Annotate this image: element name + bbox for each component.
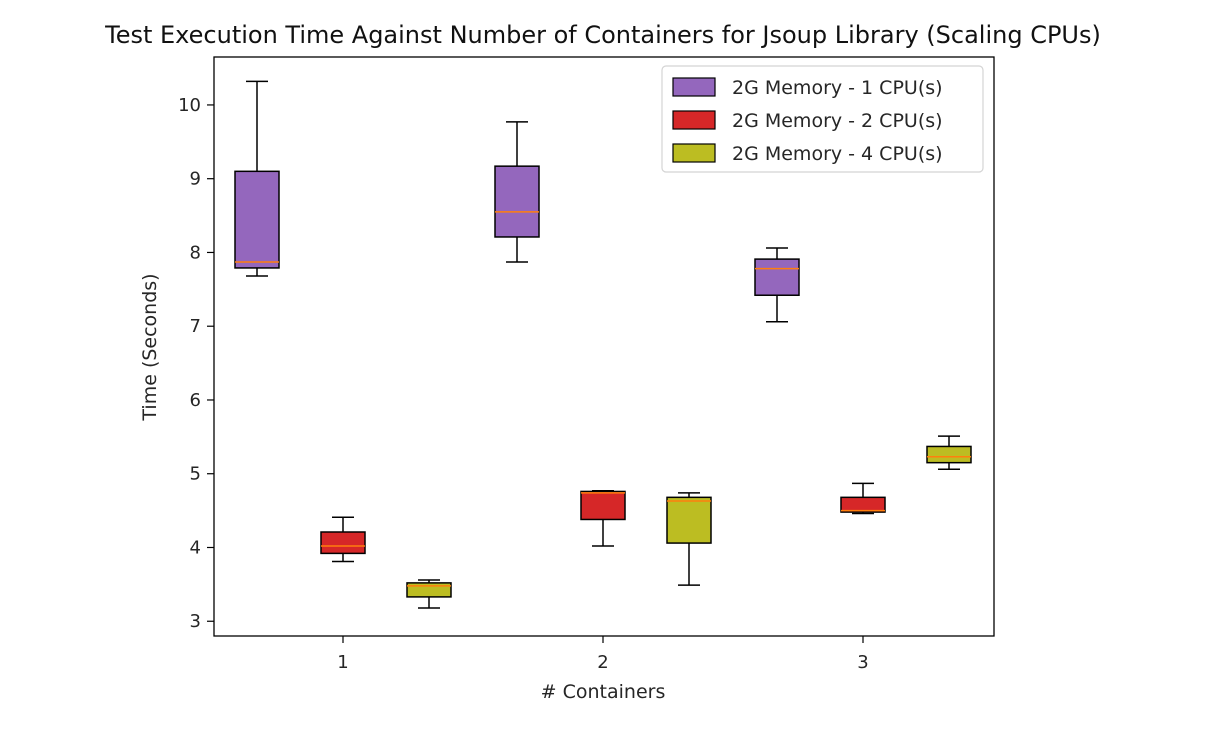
box-3-container-3 (926, 435, 972, 471)
box-1-container-2 (494, 121, 540, 263)
y-tick-label: 5 (190, 464, 201, 485)
legend-entry-label: 2G Memory - 1 CPU(s) (732, 77, 943, 99)
chart-title: Test Execution Time Against Number of Co… (104, 21, 1101, 49)
y-axis-label: Time (Seconds) (139, 273, 161, 421)
y-tick-label: 9 (190, 169, 201, 190)
box-3-container-2 (666, 492, 712, 586)
x-tick-label: 2 (597, 652, 608, 673)
box-3-container-1 (406, 579, 452, 609)
y-tick-label: 7 (190, 316, 201, 337)
box-1-container-3 (754, 247, 800, 323)
box-body (494, 165, 540, 238)
y-tick-label: 6 (190, 390, 201, 411)
box-2-container-3 (840, 482, 886, 515)
x-tick-label: 3 (857, 652, 868, 673)
box-body (840, 496, 886, 513)
y-tick-label: 10 (178, 95, 201, 116)
legend-swatch (672, 77, 716, 97)
box-body (580, 490, 626, 521)
x-tick-label: 1 (337, 652, 348, 673)
box-body (666, 496, 712, 544)
box-body (754, 258, 800, 296)
box-body (320, 531, 366, 555)
legend-box (661, 65, 984, 173)
y-tick-label: 3 (190, 611, 201, 632)
legend-swatch (672, 143, 716, 163)
box-body (406, 582, 452, 598)
y-tick-label: 8 (190, 242, 201, 263)
legend: 2G Memory - 1 CPU(s) 2G Memory - 2 CPU(s)… (661, 65, 984, 173)
legend-entry-label: 2G Memory - 2 CPU(s) (732, 110, 943, 132)
plot-area: 3 4 5 6 7 8 9 10 1 2 3 (178, 56, 995, 673)
box-1-container-1 (234, 80, 280, 277)
box-body (926, 445, 972, 464)
box-body (234, 170, 280, 269)
box-2-container-1 (320, 516, 366, 563)
box-2-container-2 (580, 489, 626, 547)
plot-frame (213, 56, 995, 637)
y-tick-label: 4 (190, 537, 201, 558)
legend-swatch (672, 110, 716, 130)
x-axis-label: # Containers (541, 681, 666, 703)
legend-entry-label: 2G Memory - 4 CPU(s) (732, 143, 943, 165)
